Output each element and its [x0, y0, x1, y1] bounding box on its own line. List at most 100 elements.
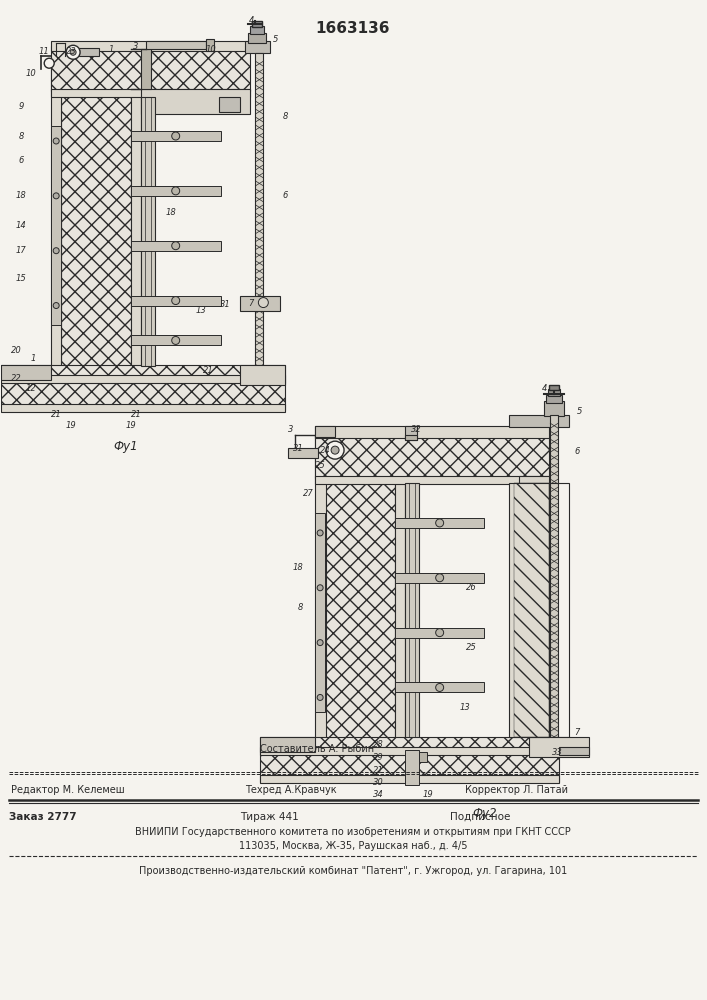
Text: 7: 7 — [247, 299, 253, 308]
Circle shape — [172, 297, 180, 305]
Text: 4: 4 — [249, 16, 254, 25]
Bar — [530, 737, 589, 757]
Bar — [395, 435, 405, 754]
Text: 29: 29 — [373, 753, 383, 762]
Text: 19: 19 — [422, 790, 433, 799]
Circle shape — [70, 49, 76, 55]
Bar — [218, 97, 240, 112]
Text: Составитель А. Рыбин: Составитель А. Рыбин — [260, 744, 375, 754]
Text: 18: 18 — [16, 191, 27, 200]
Text: Тираж 441: Тираж 441 — [240, 812, 299, 822]
Text: 21: 21 — [203, 366, 214, 375]
Text: 8: 8 — [283, 112, 288, 121]
Text: 25: 25 — [466, 643, 477, 652]
Bar — [131, 131, 221, 141]
Text: 5: 5 — [273, 35, 278, 44]
Circle shape — [317, 530, 323, 536]
Circle shape — [331, 446, 339, 454]
Text: 17: 17 — [16, 246, 27, 255]
Bar — [240, 296, 280, 311]
Text: 32: 32 — [411, 425, 422, 434]
Circle shape — [258, 298, 269, 308]
Text: 14: 14 — [16, 221, 27, 230]
Bar — [395, 682, 484, 692]
Bar — [131, 56, 141, 405]
Bar — [131, 186, 221, 196]
Bar — [315, 435, 326, 754]
Text: 113035, Москва, Ж-35, Раушская наб., д. 4/5: 113035, Москва, Ж-35, Раушская наб., д. … — [239, 841, 467, 851]
Bar — [255, 53, 263, 382]
Circle shape — [53, 303, 59, 309]
Circle shape — [317, 694, 323, 700]
Bar — [288, 448, 318, 458]
Text: 13: 13 — [459, 703, 470, 712]
Text: 6: 6 — [283, 191, 288, 200]
Bar — [131, 335, 221, 345]
Bar — [509, 415, 569, 427]
Bar — [405, 483, 419, 752]
Bar — [260, 737, 559, 782]
Text: 13: 13 — [195, 306, 206, 315]
Circle shape — [66, 45, 80, 59]
Text: 18: 18 — [293, 563, 303, 572]
Bar — [548, 389, 560, 396]
Text: Редактор М. Келемеш: Редактор М. Келемеш — [11, 785, 125, 795]
Circle shape — [53, 248, 59, 254]
Bar — [146, 41, 206, 49]
Text: 21: 21 — [51, 410, 62, 419]
Circle shape — [436, 629, 444, 637]
Text: 26: 26 — [466, 583, 477, 592]
Text: Фу1: Фу1 — [114, 440, 138, 453]
Text: 20: 20 — [11, 346, 22, 355]
Bar — [51, 56, 61, 405]
Text: 25: 25 — [315, 461, 325, 470]
Bar — [141, 49, 151, 89]
Text: 28: 28 — [373, 740, 383, 749]
Text: 27: 27 — [303, 489, 313, 498]
Bar — [131, 296, 221, 306]
Text: 3: 3 — [288, 425, 293, 434]
Text: 15: 15 — [16, 274, 27, 283]
Bar — [51, 46, 250, 91]
Text: 19: 19 — [126, 421, 136, 430]
Text: 7: 7 — [574, 728, 580, 737]
Bar — [141, 89, 250, 114]
Circle shape — [317, 640, 323, 646]
Bar — [549, 385, 559, 390]
Text: 23: 23 — [66, 47, 76, 56]
Text: 1: 1 — [108, 45, 114, 54]
Text: Фу2: Фу2 — [472, 807, 497, 820]
Circle shape — [53, 138, 59, 144]
Bar — [395, 518, 484, 528]
Text: 1663136: 1663136 — [316, 21, 390, 36]
Bar — [419, 752, 427, 762]
Text: Техред А.Кравчук: Техред А.Кравчук — [245, 785, 337, 795]
Text: 5: 5 — [576, 407, 582, 416]
Text: 21: 21 — [131, 410, 141, 419]
Text: 18: 18 — [165, 208, 176, 217]
Text: 33: 33 — [552, 748, 563, 757]
Text: Подписное: Подписное — [450, 812, 510, 822]
Bar — [315, 476, 549, 484]
Text: 19: 19 — [66, 421, 76, 430]
Bar — [252, 21, 262, 27]
Bar — [409, 483, 415, 752]
Text: 24: 24 — [320, 446, 330, 455]
Bar — [544, 401, 564, 416]
Text: Производственно-издательский комбинат "Патент", г. Ужгород, ул. Гагарина, 101: Производственно-издательский комбинат "П… — [139, 866, 567, 876]
Bar — [51, 41, 250, 51]
Text: Заказ 2777: Заказ 2777 — [9, 812, 77, 822]
Bar — [549, 483, 569, 737]
Bar — [1, 365, 51, 380]
Text: 22: 22 — [11, 374, 22, 383]
Bar — [395, 628, 484, 638]
Bar — [51, 126, 61, 325]
Circle shape — [172, 132, 180, 140]
Text: 31: 31 — [293, 444, 303, 453]
Text: 1: 1 — [30, 354, 36, 363]
Text: 6: 6 — [574, 447, 580, 456]
Text: 9: 9 — [18, 102, 24, 111]
Text: 12: 12 — [26, 384, 37, 393]
Circle shape — [436, 574, 444, 582]
Text: ВНИИПИ Государственного комитета по изобретениям и открытиям при ГКНТ СССР: ВНИИПИ Государственного комитета по изоб… — [135, 827, 571, 837]
